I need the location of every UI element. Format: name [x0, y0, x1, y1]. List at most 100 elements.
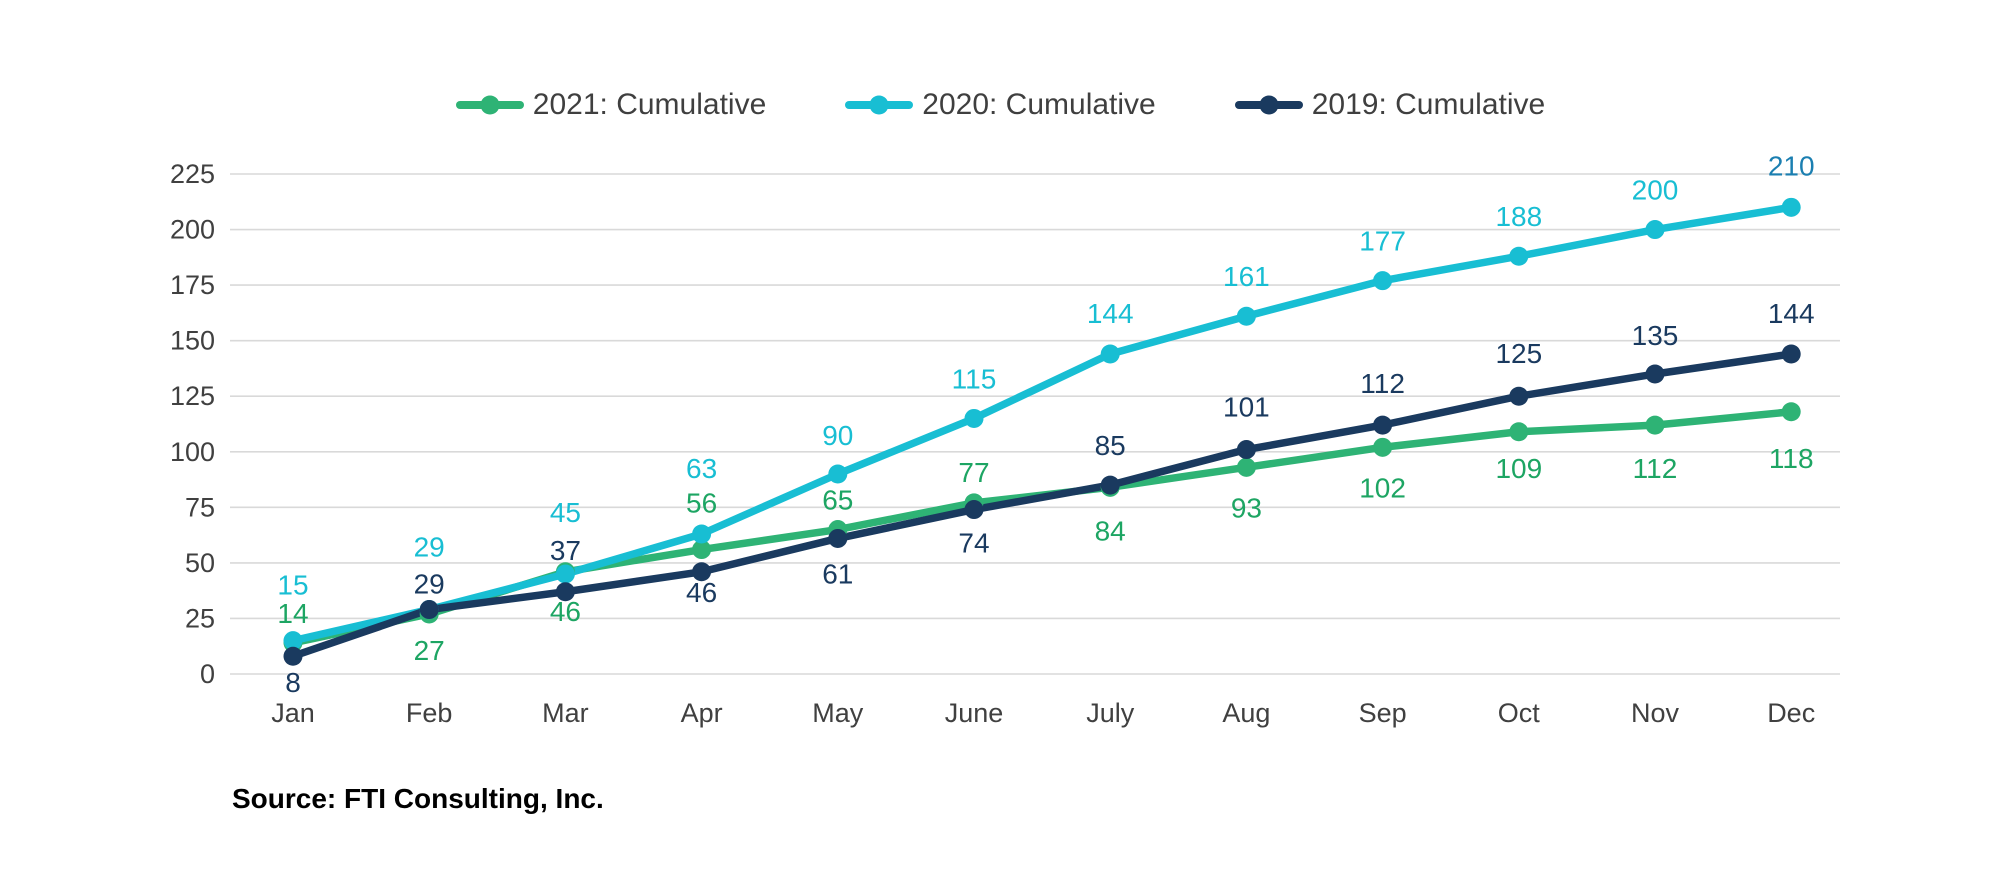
data-label-2021-Oct: 109 — [1495, 453, 1542, 484]
legend-item-2019-cumulative[interactable]: 2019: Cumulative — [1234, 88, 1545, 122]
data-point-2019-Oct[interactable] — [1509, 386, 1529, 406]
x-axis-label: Jan — [271, 698, 315, 728]
legend-label-2021: 2021: Cumulative — [532, 88, 767, 121]
x-axis-label: June — [945, 698, 1004, 728]
data-label-2019-July: 85 — [1095, 430, 1126, 461]
legend-label-2019: 2019: Cumulative — [1311, 88, 1546, 121]
data-label-2020-Nov: 200 — [1632, 175, 1679, 206]
x-axis-label: Aug — [1222, 698, 1270, 728]
data-label-2021-Nov: 112 — [1633, 453, 1678, 484]
data-label-2019-May: 61 — [822, 558, 853, 589]
data-label-2021-Feb: 27 — [414, 635, 445, 666]
data-label-2019-Apr: 46 — [686, 577, 717, 608]
data-label-2021-May: 65 — [822, 485, 853, 516]
x-axis-label: Feb — [406, 698, 453, 728]
data-point-2019-Feb[interactable] — [419, 600, 439, 620]
source-note: Source: FTI Consulting, Inc. — [232, 783, 604, 814]
data-label-2019-Oct: 125 — [1495, 338, 1542, 369]
data-point-2020-Nov[interactable] — [1645, 220, 1665, 240]
data-point-2019-Aug[interactable] — [1236, 440, 1256, 460]
data-point-2021-Nov[interactable] — [1645, 415, 1665, 435]
y-axis-tick-label: 225 — [170, 159, 215, 189]
x-axis-label: Oct — [1498, 698, 1541, 728]
data-point-2021-Dec[interactable] — [1781, 402, 1801, 422]
data-point-2020-June[interactable] — [964, 408, 984, 428]
data-label-2019-June: 74 — [958, 528, 989, 559]
data-label-2021-June: 77 — [958, 457, 989, 488]
x-axis-label: Dec — [1767, 698, 1815, 728]
data-label-2020-June: 115 — [952, 363, 997, 394]
legend-item-2020-cumulative[interactable]: 2020: Cumulative — [844, 88, 1156, 122]
y-axis-tick-label: 200 — [170, 215, 215, 245]
data-label-2020-Feb: 29 — [414, 532, 445, 563]
data-label-2019-Nov: 135 — [1632, 320, 1679, 351]
data-label-2020-Oct: 188 — [1495, 201, 1542, 232]
data-point-2019-June[interactable] — [964, 500, 984, 520]
data-label-2020-Dec: 210 — [1768, 150, 1815, 181]
data-label-2021-July: 84 — [1095, 515, 1126, 546]
x-axis-label: May — [812, 698, 864, 728]
y-axis-tick-label: 150 — [170, 326, 215, 356]
data-label-2021-Jan: 14 — [277, 598, 308, 629]
legend-marker-2019 — [1234, 95, 1303, 115]
y-axis-tick-label: 25 — [185, 603, 215, 633]
data-point-2019-May[interactable] — [828, 528, 848, 548]
data-label-2020-Mar: 45 — [550, 497, 581, 528]
y-axis-tick-label: 50 — [185, 548, 215, 578]
legend-marker-2020 — [845, 95, 914, 115]
data-point-2020-July[interactable] — [1100, 344, 1120, 364]
data-label-2019-Dec: 144 — [1768, 298, 1815, 329]
data-point-2021-Oct[interactable] — [1509, 422, 1529, 442]
data-point-2020-Jan[interactable] — [283, 631, 303, 651]
data-point-2019-Sep[interactable] — [1373, 415, 1393, 435]
data-point-2020-Aug[interactable] — [1236, 306, 1256, 326]
legend-label-2020: 2020: Cumulative — [922, 88, 1156, 121]
x-axis-label: Apr — [681, 698, 723, 728]
data-label-2020-Jan: 15 — [277, 570, 308, 601]
data-point-2020-May[interactable] — [828, 464, 848, 484]
data-label-2020-July: 144 — [1087, 298, 1134, 329]
x-axis-label: Mar — [542, 698, 589, 728]
data-label-2019-Jan: 8 — [285, 667, 301, 698]
data-point-2020-Dec[interactable] — [1781, 197, 1801, 217]
chart-legend: 2021: Cumulative 2020: Cumulative 2019: … — [0, 88, 2000, 122]
data-point-2020-Apr[interactable] — [692, 524, 712, 544]
data-point-2021-Sep[interactable] — [1373, 437, 1393, 457]
series-line-2019[interactable] — [289, 350, 1795, 660]
data-point-2019-Nov[interactable] — [1645, 364, 1665, 384]
data-point-2019-Jan[interactable] — [283, 646, 303, 666]
data-label-2019-Mar: 37 — [550, 535, 581, 566]
data-label-2021-Sep: 102 — [1359, 472, 1406, 503]
data-point-2021-Apr[interactable] — [692, 540, 712, 560]
data-point-2019-Mar[interactable] — [555, 582, 575, 602]
y-axis-tick-label: 175 — [170, 270, 215, 300]
y-axis-tick-label: 100 — [170, 437, 215, 467]
legend-item-2021-cumulative[interactable]: 2021: Cumulative — [455, 88, 766, 122]
data-point-2020-Oct[interactable] — [1509, 246, 1529, 266]
x-axis-label: Sep — [1359, 698, 1407, 728]
legend-marker-2021 — [455, 95, 524, 115]
data-label-2020-Aug: 161 — [1223, 261, 1270, 292]
data-label-2020-Sep: 177 — [1359, 226, 1406, 257]
data-point-2019-Apr[interactable] — [692, 562, 712, 582]
data-point-2020-Sep[interactable] — [1373, 271, 1393, 291]
data-label-2019-Sep: 112 — [1360, 368, 1405, 399]
data-label-2021-Aug: 93 — [1231, 492, 1262, 523]
data-point-2019-Dec[interactable] — [1781, 344, 1801, 364]
data-label-2019-Feb: 29 — [414, 569, 445, 600]
y-axis-tick-label: 0 — [200, 659, 215, 689]
data-label-2021-Mar: 46 — [550, 596, 581, 627]
data-label-2020-Apr: 63 — [686, 453, 717, 484]
series-line-2021[interactable] — [289, 408, 1795, 647]
x-axis-label: Nov — [1631, 698, 1680, 728]
data-point-2019-July[interactable] — [1100, 475, 1120, 495]
data-label-2019-Aug: 101 — [1223, 392, 1270, 423]
series-line-2020[interactable] — [289, 203, 1795, 645]
x-axis-label: July — [1086, 698, 1135, 728]
data-label-2021-Dec: 118 — [1769, 443, 1814, 474]
data-point-2021-Aug[interactable] — [1236, 457, 1256, 477]
data-point-2020-Mar[interactable] — [555, 564, 575, 584]
data-label-2020-May: 90 — [822, 420, 853, 451]
